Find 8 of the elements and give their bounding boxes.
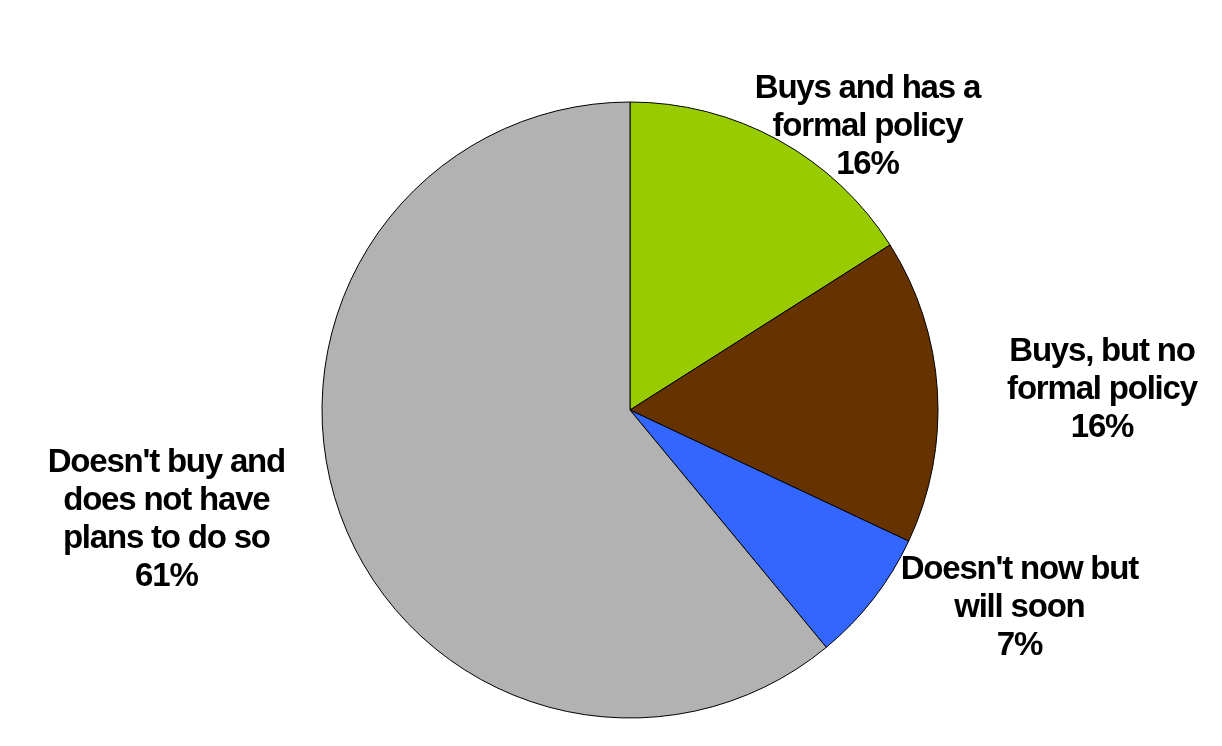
data-label: 61% — [135, 555, 199, 593]
data-label: 16% — [836, 143, 900, 181]
slice-label: Buys, but no formal policy — [1007, 330, 1199, 406]
data-label: 16% — [1070, 406, 1135, 444]
slice-label: Doesn't buy and does not have plans to do so — [47, 441, 286, 555]
slice-label: Doesn't now but will soon — [900, 548, 1140, 624]
slice-label: Buys and has a formal policy — [754, 67, 982, 143]
data-label: 7% — [996, 624, 1043, 662]
